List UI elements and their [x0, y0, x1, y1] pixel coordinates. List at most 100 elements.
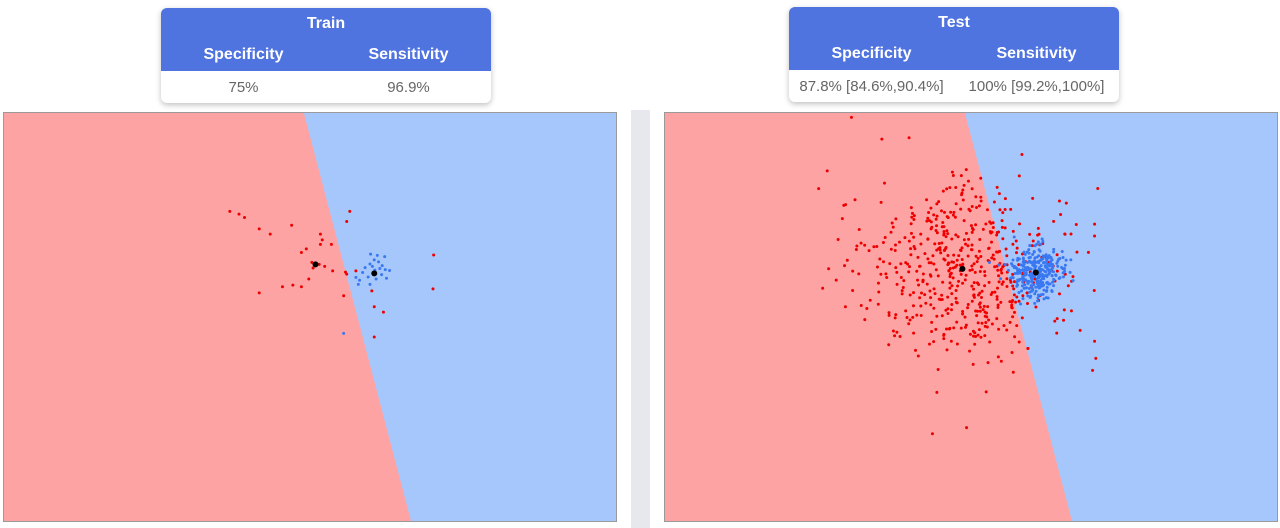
red-data-point [237, 212, 241, 216]
red-data-point [935, 314, 939, 318]
red-data-point [935, 224, 939, 228]
red-data-point [821, 286, 825, 290]
red-data-point [959, 272, 963, 276]
red-data-point [857, 227, 861, 231]
red-data-point [959, 207, 963, 211]
red-data-point [844, 203, 848, 207]
test-sensitivity-value: 100% [99.2%,100%] [968, 77, 1105, 95]
red-data-point [868, 298, 872, 302]
red-data-point [976, 256, 980, 260]
blue-data-point [1026, 261, 1030, 265]
blue-data-point [1042, 283, 1046, 287]
blue-data-point [1012, 235, 1016, 239]
red-data-point [970, 230, 974, 234]
red-data-point [946, 232, 950, 236]
red-data-point [970, 205, 974, 209]
red-data-point [908, 293, 912, 297]
red-data-point [962, 183, 966, 187]
blue-data-point [358, 278, 362, 282]
red-data-point [372, 335, 376, 339]
red-data-point [989, 240, 993, 244]
blue-data-point [1022, 250, 1026, 254]
red-data-point [912, 214, 916, 218]
red-data-point [882, 260, 886, 264]
red-data-point [982, 304, 986, 308]
train-metrics-header: Train Specificity Sensitivity [161, 8, 491, 71]
red-data-point [940, 209, 944, 213]
red-data-point [945, 215, 949, 219]
red-data-point [934, 268, 938, 272]
red-data-point [1011, 242, 1015, 246]
red-data-point [895, 282, 899, 286]
blue-data-point [1031, 287, 1035, 291]
red-data-point [342, 294, 346, 298]
red-data-point [1092, 289, 1096, 293]
red-data-point [950, 170, 954, 174]
red-data-point [984, 390, 988, 394]
red-data-point [899, 262, 903, 266]
red-data-point [1001, 211, 1005, 215]
train-sensitivity-header: Sensitivity [368, 46, 449, 63]
red-data-point [985, 208, 989, 212]
red-data-point [348, 209, 352, 213]
red-data-point [925, 198, 929, 202]
red-data-point [299, 251, 303, 255]
red-data-point [999, 268, 1003, 272]
red-data-point [912, 217, 916, 221]
red-data-point [948, 275, 952, 279]
red-data-point [926, 216, 930, 220]
blue-data-point [1035, 277, 1039, 281]
blue-data-point [1011, 258, 1015, 262]
test-title: Test [938, 14, 970, 31]
blue-data-point [380, 273, 384, 277]
red-data-point [1012, 287, 1016, 291]
blue-data-point [1051, 270, 1055, 274]
red-data-point [963, 315, 967, 319]
red-data-point [997, 192, 1001, 196]
red-data-point [307, 277, 311, 281]
red-class-centroid [312, 261, 319, 268]
red-data-point [836, 237, 840, 241]
red-data-point [990, 230, 994, 234]
red-data-point [893, 249, 897, 253]
red-data-point [895, 270, 899, 274]
red-data-point [1055, 317, 1059, 321]
blue-data-point [1031, 263, 1035, 267]
red-data-point [1000, 225, 1004, 229]
red-data-point [1064, 201, 1068, 205]
red-data-point [929, 227, 933, 231]
red-data-point [953, 265, 957, 269]
red-class-centroid [959, 265, 966, 272]
red-data-point [932, 262, 936, 266]
red-data-point [954, 202, 958, 206]
red-data-point [953, 215, 957, 219]
red-data-point [895, 330, 899, 334]
red-data-point [970, 243, 974, 247]
blue-data-point [342, 331, 346, 335]
red-data-point [984, 321, 988, 325]
red-data-point [906, 262, 910, 266]
red-data-point [937, 297, 941, 301]
red-data-point [1014, 239, 1018, 243]
red-data-point [290, 223, 294, 227]
red-data-point [945, 187, 949, 191]
blue-data-point [1020, 289, 1024, 293]
red-data-point [1031, 239, 1035, 243]
blue-data-point [1037, 259, 1041, 263]
blue-data-point [1031, 252, 1035, 256]
red-data-point [954, 296, 958, 300]
red-data-point [966, 254, 970, 258]
red-data-point [1093, 222, 1097, 226]
red-data-point [919, 304, 923, 308]
blue-data-point [1020, 284, 1024, 288]
red-data-point [1013, 280, 1017, 284]
blue-data-point [997, 263, 1001, 267]
blue-data-point [1049, 255, 1053, 259]
red-data-point [916, 354, 920, 358]
red-data-point [916, 255, 920, 259]
red-data-point [1003, 197, 1007, 201]
red-data-point [1020, 152, 1024, 156]
red-data-point [1004, 247, 1008, 251]
red-data-point [1053, 319, 1057, 323]
blue-data-point [1037, 248, 1041, 252]
